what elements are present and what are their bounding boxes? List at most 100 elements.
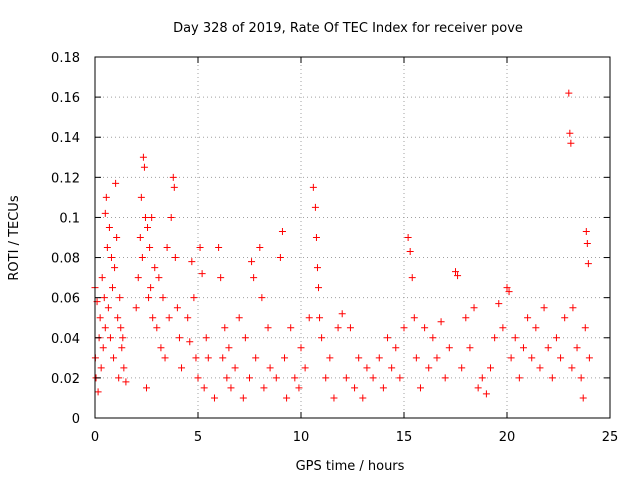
data-point [583, 240, 591, 248]
data-point [429, 334, 437, 342]
data-point [445, 344, 453, 352]
data-point [132, 304, 140, 312]
data-point [196, 244, 204, 252]
data-point [227, 384, 235, 392]
data-point [359, 394, 367, 402]
data-point [204, 354, 212, 362]
data-point [388, 364, 396, 372]
data-point [155, 274, 163, 282]
x-tick-labels: 0 5 10 15 20 25 [91, 430, 618, 445]
data-point [184, 314, 192, 322]
data-point [143, 384, 150, 392]
data-point [113, 234, 121, 241]
data-point [241, 334, 249, 342]
data-point [561, 314, 569, 322]
data-point [276, 254, 284, 262]
data-point [318, 334, 326, 342]
plot-frame [94, 56, 611, 419]
data-point [338, 310, 346, 318]
x-axis-label: GPS time / hours [296, 459, 405, 474]
data-point [322, 374, 330, 382]
y-tick-label: 0.04 [51, 332, 80, 347]
data-point [515, 374, 523, 382]
data-point [482, 390, 490, 398]
data-point [478, 374, 486, 382]
data-point [566, 129, 574, 137]
data-point [139, 153, 147, 161]
data-point [346, 324, 354, 332]
data-point [101, 209, 109, 217]
data-point [188, 258, 196, 266]
data-point [406, 248, 414, 256]
data-point [147, 284, 155, 292]
data-point [258, 294, 266, 302]
y-tick-label: 0.12 [51, 171, 80, 186]
data-point [169, 173, 177, 181]
data-point [396, 374, 404, 382]
data-point [470, 304, 478, 312]
data-point [315, 284, 323, 292]
data-point [577, 374, 585, 382]
data-point [252, 354, 260, 362]
data-point [171, 254, 179, 262]
data-point [363, 364, 371, 372]
data-point [351, 384, 359, 392]
data-point [140, 163, 148, 171]
data-point [192, 354, 200, 362]
data-point [283, 394, 291, 402]
data-point [99, 344, 107, 352]
data-point [557, 354, 565, 362]
data-point [138, 254, 146, 262]
data-point [305, 314, 313, 322]
data-point [98, 274, 106, 282]
data-point [355, 354, 363, 362]
data-point [264, 324, 272, 332]
data-point [441, 374, 449, 382]
data-point [379, 384, 387, 392]
data-point [120, 364, 128, 372]
data-point [173, 304, 181, 312]
data-point [316, 314, 324, 322]
data-point [408, 274, 416, 282]
data-point [491, 334, 499, 342]
data-point [178, 364, 186, 372]
y-tick-label: 0.14 [51, 131, 80, 146]
y-tick-label: 0 [72, 412, 80, 427]
data-point [144, 223, 152, 231]
chart-title: Day 328 of 2019, Rate Of TEC Index for r… [173, 21, 523, 36]
data-point [119, 334, 127, 342]
data-point [175, 334, 183, 342]
data-point [503, 284, 511, 292]
data-point [295, 384, 303, 392]
data-point [311, 203, 319, 211]
data-point [544, 344, 552, 352]
data-point [569, 304, 577, 312]
data-point [499, 324, 507, 332]
data-point [462, 314, 470, 322]
data-point [115, 374, 123, 382]
y-tick-labels: 0 0.02 0.04 0.06 0.08 0.1 0.12 0.14 0.16 0.18 [51, 51, 80, 427]
grid [95, 57, 610, 418]
data-point [568, 364, 576, 372]
data-point [105, 223, 113, 231]
data-point [495, 300, 503, 308]
data-point [145, 294, 153, 302]
data-point [581, 324, 589, 332]
data-point [96, 314, 104, 322]
y-tick-label: 0.06 [51, 292, 80, 307]
data-point [141, 213, 149, 221]
data-point [507, 354, 515, 362]
data-point [536, 364, 544, 372]
data-point [137, 193, 145, 201]
data-point [117, 324, 125, 332]
data-point [157, 344, 165, 352]
data-point [301, 364, 309, 372]
data-point [202, 334, 210, 342]
data-point [190, 294, 198, 302]
data-point [474, 384, 482, 392]
y-tick-label: 0.18 [51, 51, 80, 66]
y-tick-label: 0.08 [51, 252, 80, 267]
y-tick-label: 0.1 [59, 211, 80, 226]
data-point [217, 274, 225, 282]
